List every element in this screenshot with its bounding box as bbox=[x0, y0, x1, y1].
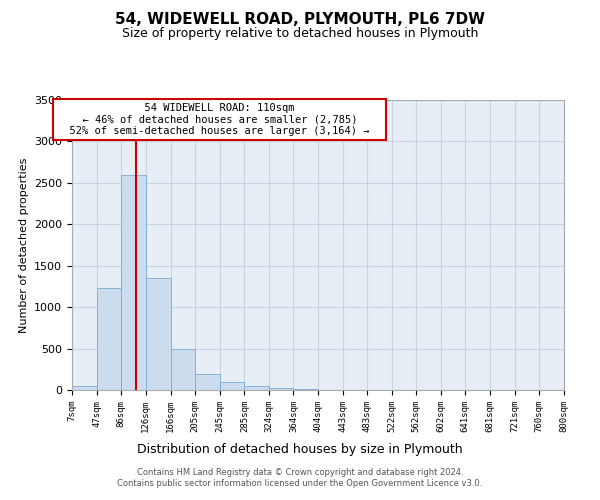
Text: 54, WIDEWELL ROAD, PLYMOUTH, PL6 7DW: 54, WIDEWELL ROAD, PLYMOUTH, PL6 7DW bbox=[115, 12, 485, 28]
Bar bbox=[146, 278, 170, 390]
Bar bbox=[220, 382, 244, 390]
Bar bbox=[269, 388, 293, 390]
Bar bbox=[195, 374, 220, 390]
Y-axis label: Number of detached properties: Number of detached properties bbox=[19, 158, 29, 332]
Text: 54 WIDEWELL ROAD: 110sqm  
  ← 46% of detached houses are smaller (2,785)  
  52: 54 WIDEWELL ROAD: 110sqm ← 46% of detach… bbox=[57, 103, 382, 136]
Bar bbox=[121, 176, 146, 390]
Bar bbox=[97, 288, 121, 390]
Bar bbox=[244, 386, 269, 390]
Text: Size of property relative to detached houses in Plymouth: Size of property relative to detached ho… bbox=[122, 28, 478, 40]
Text: Distribution of detached houses by size in Plymouth: Distribution of detached houses by size … bbox=[137, 442, 463, 456]
Bar bbox=[293, 389, 319, 390]
Text: Contains HM Land Registry data © Crown copyright and database right 2024.
Contai: Contains HM Land Registry data © Crown c… bbox=[118, 468, 482, 487]
Bar bbox=[72, 386, 97, 390]
Bar bbox=[170, 348, 195, 390]
